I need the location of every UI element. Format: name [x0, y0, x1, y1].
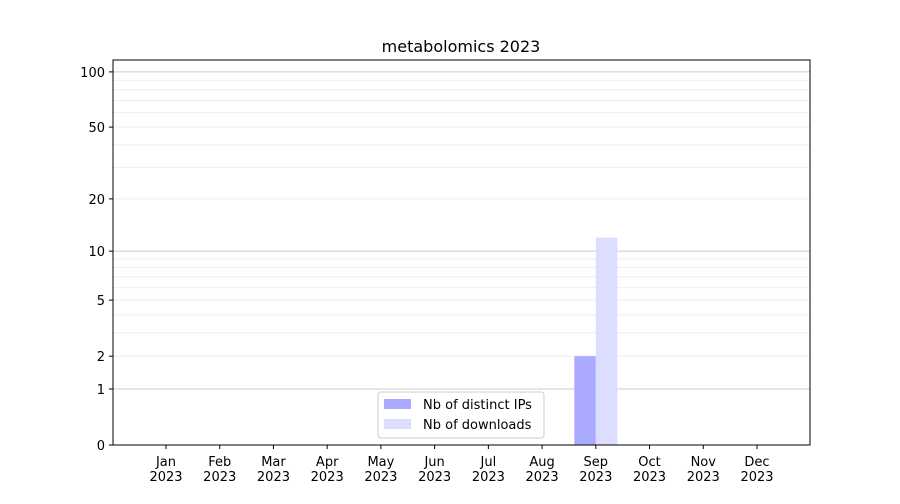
plot-frame	[112, 59, 811, 446]
x-tick-label: May	[367, 455, 394, 470]
x-tick-label: 2023	[149, 470, 182, 485]
x-tick-label: 2023	[418, 470, 451, 485]
y-tick-label: 20	[88, 193, 105, 208]
x-tick-label: Mar	[261, 455, 286, 470]
legend-label: Nb of distinct IPs	[423, 398, 532, 413]
bar-nb-of-downloads	[595, 237, 618, 445]
x-tick-label: 2023	[633, 470, 666, 485]
x-tick-label: Dec	[744, 455, 769, 470]
x-tick-label: Oct	[638, 455, 660, 470]
x-tick-label: Jul	[480, 455, 497, 470]
x-tick-label: Nov	[691, 455, 717, 470]
x-tick-label: Feb	[208, 455, 231, 470]
y-tick-label: 10	[88, 245, 105, 260]
y-tick-label: 2	[97, 350, 105, 365]
x-tick-label: Apr	[316, 455, 339, 470]
x-tick-label: 2023	[740, 470, 773, 485]
x-tick-label: 2023	[203, 470, 236, 485]
chart-title: metabolomics 2023	[382, 37, 541, 56]
x-tick-label: 2023	[472, 470, 505, 485]
x-tick-label: 2023	[687, 470, 720, 485]
x-tick-label: 2023	[257, 470, 290, 485]
legend-swatch	[384, 399, 411, 409]
legend-swatch	[384, 419, 411, 429]
x-tick-label: Sep	[584, 455, 609, 470]
x-tick-label: Jan	[155, 455, 176, 470]
x-tick-label: Aug	[529, 455, 554, 470]
x-tick-label: 2023	[311, 470, 344, 485]
x-tick-label: Jun	[423, 455, 444, 470]
x-tick-label: 2023	[579, 470, 612, 485]
bar-nb-of-distinct-ips	[574, 356, 596, 445]
y-tick-label: 0	[97, 439, 105, 454]
y-tick-label: 100	[80, 66, 105, 81]
y-tick-label: 1	[97, 383, 105, 398]
legend-box	[377, 391, 545, 439]
y-tick-label: 5	[97, 294, 105, 309]
y-tick-label: 50	[88, 121, 105, 136]
x-tick-label: 2023	[526, 470, 559, 485]
x-tick-label: 2023	[364, 470, 397, 485]
legend-label: Nb of downloads	[423, 418, 532, 433]
